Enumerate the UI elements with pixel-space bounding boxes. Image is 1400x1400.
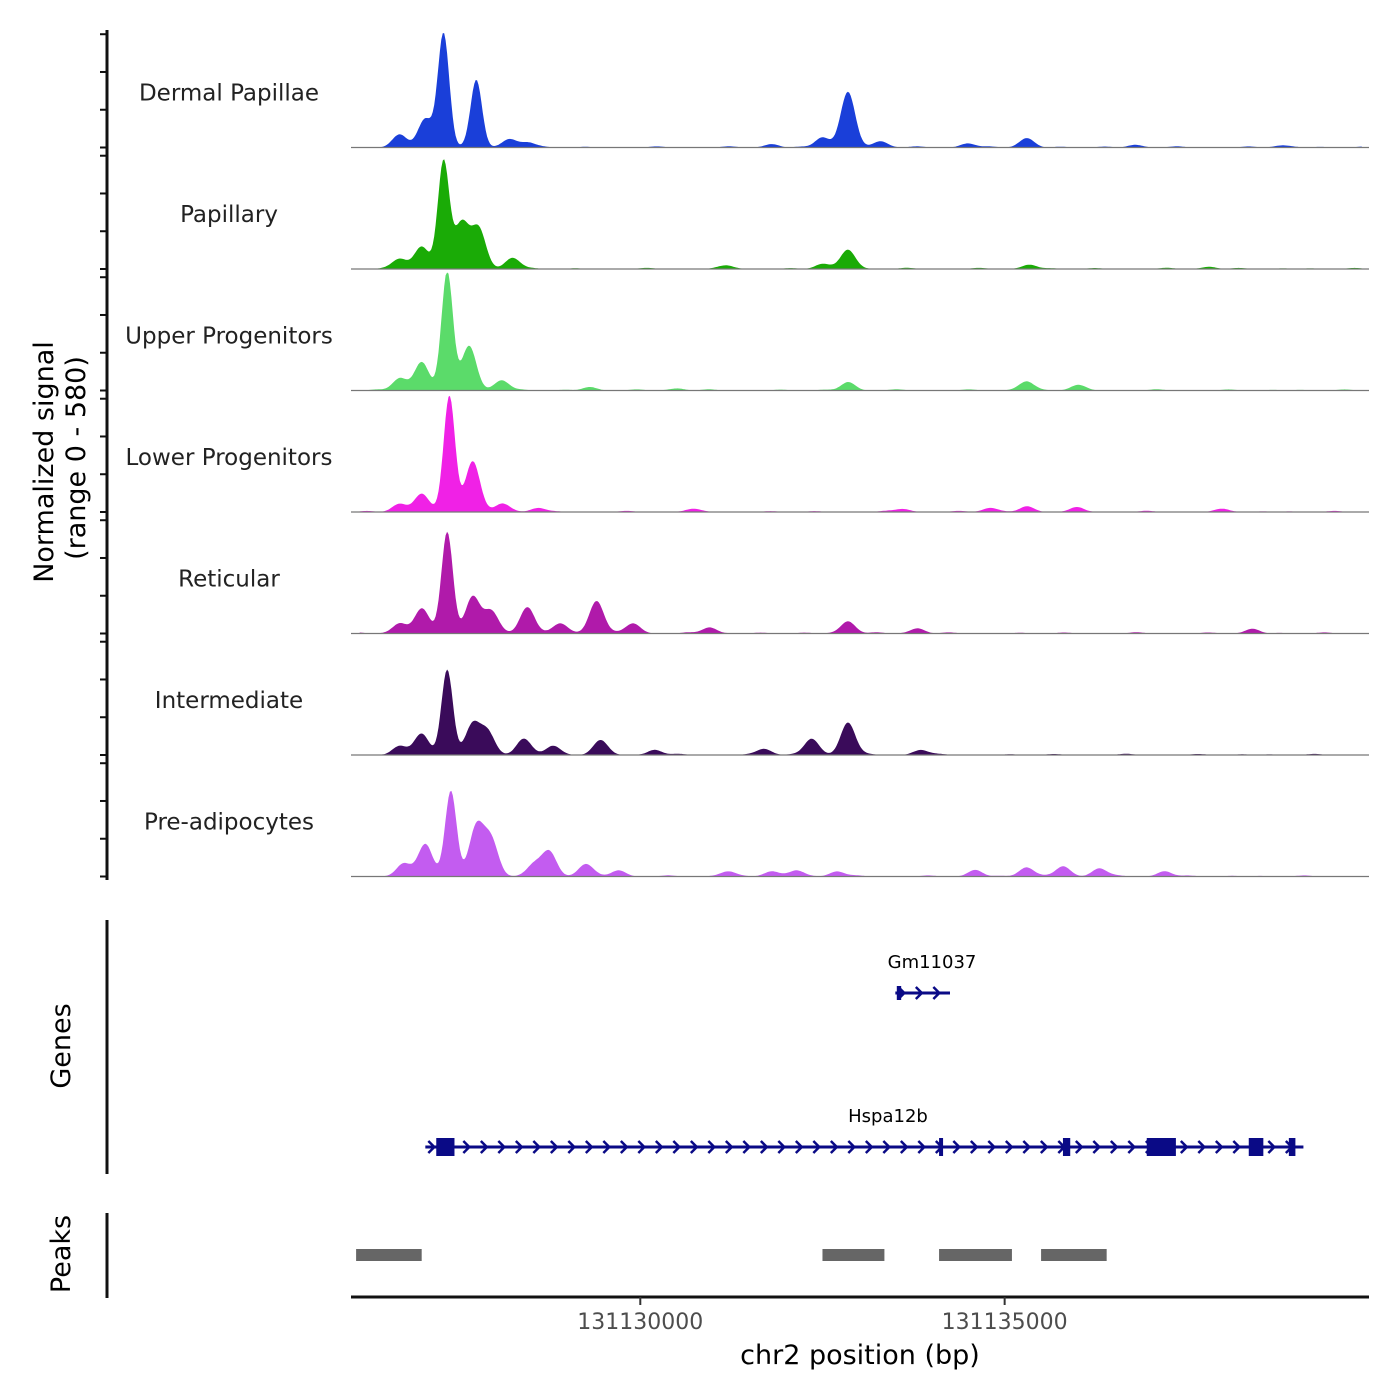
exon-gm11037 (896, 986, 902, 1000)
strand-arrow (654, 1140, 664, 1154)
strand-arrow (1039, 1140, 1049, 1154)
strand-arrow (497, 1140, 507, 1154)
coverage-area-upper-progenitors (359, 272, 1362, 391)
exon-hspa12b (1248, 1138, 1264, 1156)
strand-arrow (952, 1140, 962, 1154)
x-tick-label: 131135000 (942, 1310, 1068, 1335)
strand-arrow (987, 1140, 997, 1154)
x-tick-label: 131130000 (577, 1310, 703, 1335)
strand-arrow (864, 1140, 874, 1154)
strand-arrow (759, 1140, 769, 1154)
strand-arrow (672, 1140, 682, 1154)
track-label-reticular: Reticular (178, 567, 280, 593)
strand-arrow (602, 1140, 612, 1154)
strand-arrow (479, 1140, 489, 1154)
strand-arrow (917, 1140, 927, 1154)
strand-arrow (584, 1140, 594, 1154)
exon-hspa12b (436, 1138, 455, 1156)
strand-arrow (619, 1140, 629, 1154)
strand-arrow (882, 1140, 892, 1154)
strand-arrow (724, 1140, 734, 1154)
peak-region-4 (1041, 1249, 1107, 1261)
strand-arrow (1127, 1140, 1137, 1154)
strand-arrow (1267, 1140, 1277, 1154)
strand-arrow (1214, 1140, 1224, 1154)
x-axis-ticks: 131130000 131135000 (577, 1297, 1068, 1335)
strand-arrow (812, 1140, 822, 1154)
strand-arrow (932, 986, 942, 1000)
exon-hspa12b (1146, 1138, 1176, 1156)
strand-arrow (829, 1140, 839, 1154)
exon-hspa12b (1288, 1138, 1296, 1156)
strand-arrow (899, 1140, 909, 1154)
strand-arrow (1232, 1140, 1242, 1154)
strand-arrow (567, 1140, 577, 1154)
coverage-area-papillary (359, 159, 1362, 269)
coverage-area-dermal-papillae (359, 33, 1362, 148)
strand-arrow (794, 1140, 804, 1154)
strand-arrow (427, 1140, 437, 1154)
peak-region-3 (939, 1249, 1012, 1261)
y-axis-title-line2: (range 0 - 580) (61, 356, 92, 560)
coverage-area-reticular (359, 531, 1362, 634)
strand-arrow (1022, 1140, 1032, 1154)
track-label-upper-progenitors: Upper Progenitors (125, 324, 333, 350)
strand-arrow (707, 1140, 717, 1154)
strand-arrow (532, 1140, 542, 1154)
strand-arrow (637, 1140, 647, 1154)
gene-label-gm11037: Gm11037 (888, 952, 977, 973)
strand-arrow (914, 986, 924, 1000)
peak-region-1 (356, 1249, 422, 1261)
peak-regions (356, 1249, 1107, 1261)
gene-models: Gm11037 Hspa12b (425, 952, 1304, 1156)
strand-arrow (1197, 1140, 1207, 1154)
gene-label-hspa12b: Hspa12b (848, 1106, 928, 1127)
coverage-tracks: Dermal Papillae Papillary Upper Progenitor… (100, 33, 1369, 878)
peaks-panel-label: Peaks (46, 1215, 77, 1293)
strand-arrow (1004, 1140, 1014, 1154)
track-label-pre-adipocytes: Pre-adipocytes (144, 810, 314, 836)
peak-region-2 (822, 1249, 885, 1261)
strand-arrow (514, 1140, 524, 1154)
track-label-lower-progenitors: Lower Progenitors (126, 445, 333, 471)
track-label-papillary: Papillary (180, 202, 278, 228)
x-axis-title: chr2 position (bp) (740, 1340, 980, 1371)
coverage-area-pre-adipocytes (359, 790, 1362, 877)
exon-hspa12b (939, 1138, 944, 1156)
track-label-intermediate: Intermediate (155, 688, 303, 714)
track-label-dermal-papillae: Dermal Papillae (139, 81, 319, 107)
coverage-area-intermediate (359, 669, 1362, 755)
strand-arrow (847, 1140, 857, 1154)
strand-arrow (1074, 1140, 1084, 1154)
strand-arrow (742, 1140, 752, 1154)
strand-arrow (689, 1140, 699, 1154)
y-axis-title-line1: Normalized signal (29, 341, 60, 583)
coverage-area-lower-progenitors (359, 395, 1362, 512)
strand-arrow (777, 1140, 787, 1154)
strand-arrow (462, 1140, 472, 1154)
exon-hspa12b (1062, 1138, 1071, 1156)
genes-panel-label: Genes (46, 1003, 77, 1088)
strand-arrow (549, 1140, 559, 1154)
strand-arrow (1109, 1140, 1119, 1154)
strand-arrow (1179, 1140, 1189, 1154)
strand-arrow (969, 1140, 979, 1154)
strand-arrow (1092, 1140, 1102, 1154)
